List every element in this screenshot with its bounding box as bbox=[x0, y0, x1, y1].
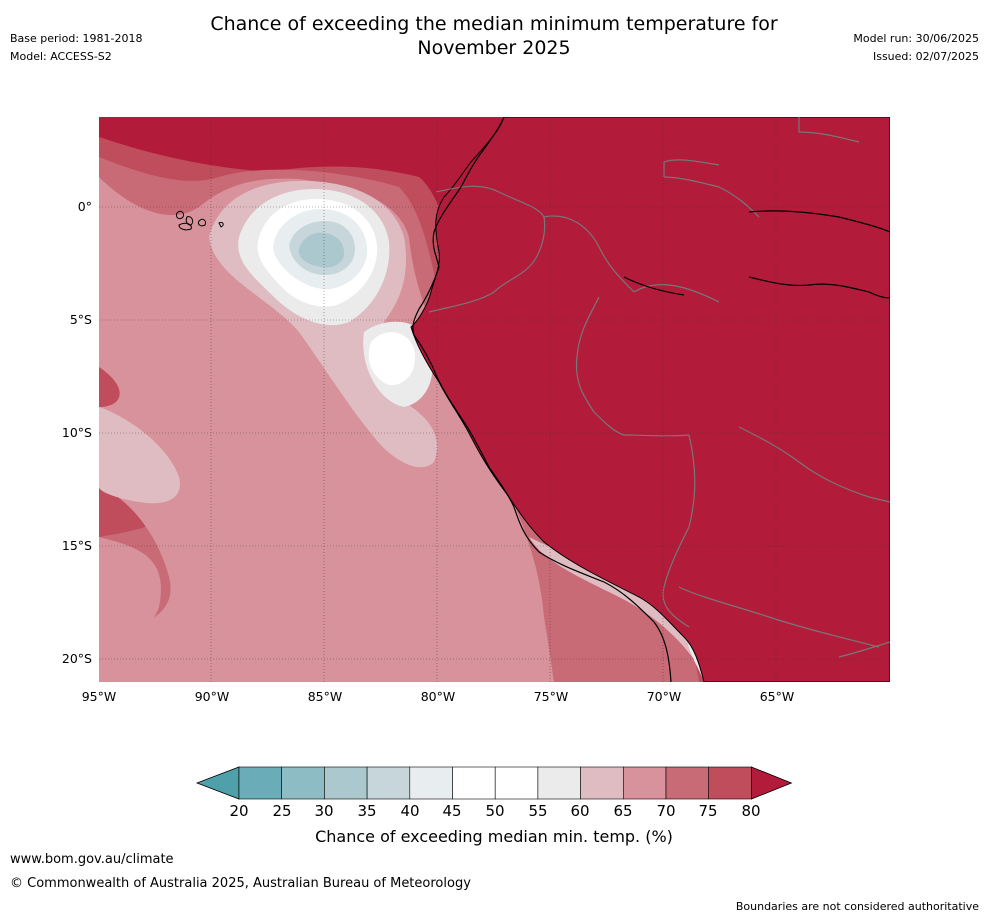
land-south-america bbox=[410, 117, 890, 682]
colorbar-swatch bbox=[324, 766, 368, 800]
colorbar-swatch bbox=[622, 766, 667, 800]
galapagos-islands bbox=[176, 210, 224, 231]
colorbar-tick: 60 bbox=[570, 802, 590, 820]
colorbar-swatch bbox=[366, 766, 411, 800]
forecast-map bbox=[99, 117, 890, 682]
title-line-1: Chance of exceeding the median minimum t… bbox=[210, 13, 778, 35]
colorbar-swatch bbox=[580, 766, 624, 800]
colorbar-tick: 45 bbox=[442, 802, 462, 820]
lon-label-65w: 65°W bbox=[759, 689, 795, 704]
footer-disclaimer: Boundaries are not considered authoritat… bbox=[735, 900, 979, 913]
lat-label-5s: 5°S bbox=[69, 312, 92, 327]
lat-label-15s: 15°S bbox=[61, 538, 92, 553]
colorbar-tick: 20 bbox=[229, 802, 249, 820]
colorbar-tick: 30 bbox=[314, 802, 334, 820]
lon-label-90w: 90°W bbox=[194, 689, 230, 704]
lon-label-70w: 70°W bbox=[646, 689, 682, 704]
coastline bbox=[412, 117, 890, 682]
contour-65-south bbox=[99, 537, 161, 637]
lon-label-80w: 80°W bbox=[420, 689, 456, 704]
colorbar-tick: 40 bbox=[400, 802, 420, 820]
lon-label-95w: 95°W bbox=[81, 689, 117, 704]
colorbar-tick: 35 bbox=[357, 802, 377, 820]
colorbar-swatch bbox=[409, 766, 453, 800]
colorbar bbox=[195, 766, 793, 800]
graticule bbox=[99, 117, 890, 682]
model-run-label: Model run: 30/06/2025 bbox=[853, 32, 979, 45]
lon-label-85w: 85°W bbox=[307, 689, 343, 704]
lon-label-75w: 75°W bbox=[533, 689, 569, 704]
base-period-label: Base period: 1981-2018 bbox=[10, 32, 143, 45]
title-line-2: November 2025 bbox=[417, 37, 571, 59]
colorbar-extend-low bbox=[195, 766, 240, 800]
colorbar-swatch bbox=[452, 766, 496, 800]
colorbar-tick: 70 bbox=[656, 802, 676, 820]
map-title: Chance of exceeding the median minimum t… bbox=[0, 12, 988, 60]
colorbar-ticks: 20 25 30 35 40 45 50 55 60 65 70 75 80 bbox=[219, 802, 779, 822]
contour-60-west bbox=[99, 407, 180, 504]
contour-35 bbox=[298, 232, 345, 268]
contour-50-south bbox=[368, 332, 415, 386]
colorbar-swatch bbox=[537, 766, 581, 800]
lat-label-0: 0° bbox=[77, 199, 92, 214]
colorbar-tick: 80 bbox=[741, 802, 761, 820]
colorbar-tick: 75 bbox=[698, 802, 718, 820]
colorbar-swatch bbox=[238, 766, 283, 800]
colorbar-tick: 65 bbox=[613, 802, 633, 820]
country-borders bbox=[428, 117, 890, 658]
model-label: Model: ACCESS-S2 bbox=[10, 50, 112, 63]
colorbar-swatch bbox=[665, 766, 710, 800]
colorbar-swatch bbox=[494, 766, 539, 800]
lat-label-20s: 20°S bbox=[61, 651, 92, 666]
lat-label-10s: 10°S bbox=[61, 425, 92, 440]
colorbar-extend-high bbox=[751, 766, 793, 800]
colorbar-label: Chance of exceeding median min. temp. (%… bbox=[315, 827, 673, 846]
contour-65 bbox=[99, 177, 554, 682]
colorbar-tick: 50 bbox=[485, 802, 505, 820]
issued-label: Issued: 02/07/2025 bbox=[872, 50, 979, 63]
colorbar-swatch bbox=[708, 766, 752, 800]
footer-copyright: © Commonwealth of Australia 2025, Austra… bbox=[10, 876, 471, 891]
footer-url[interactable]: www.bom.gov.au/climate bbox=[10, 852, 174, 867]
colorbar-tick: 25 bbox=[272, 802, 292, 820]
colorbar-tick: 55 bbox=[528, 802, 548, 820]
colorbar-swatch bbox=[281, 766, 325, 800]
